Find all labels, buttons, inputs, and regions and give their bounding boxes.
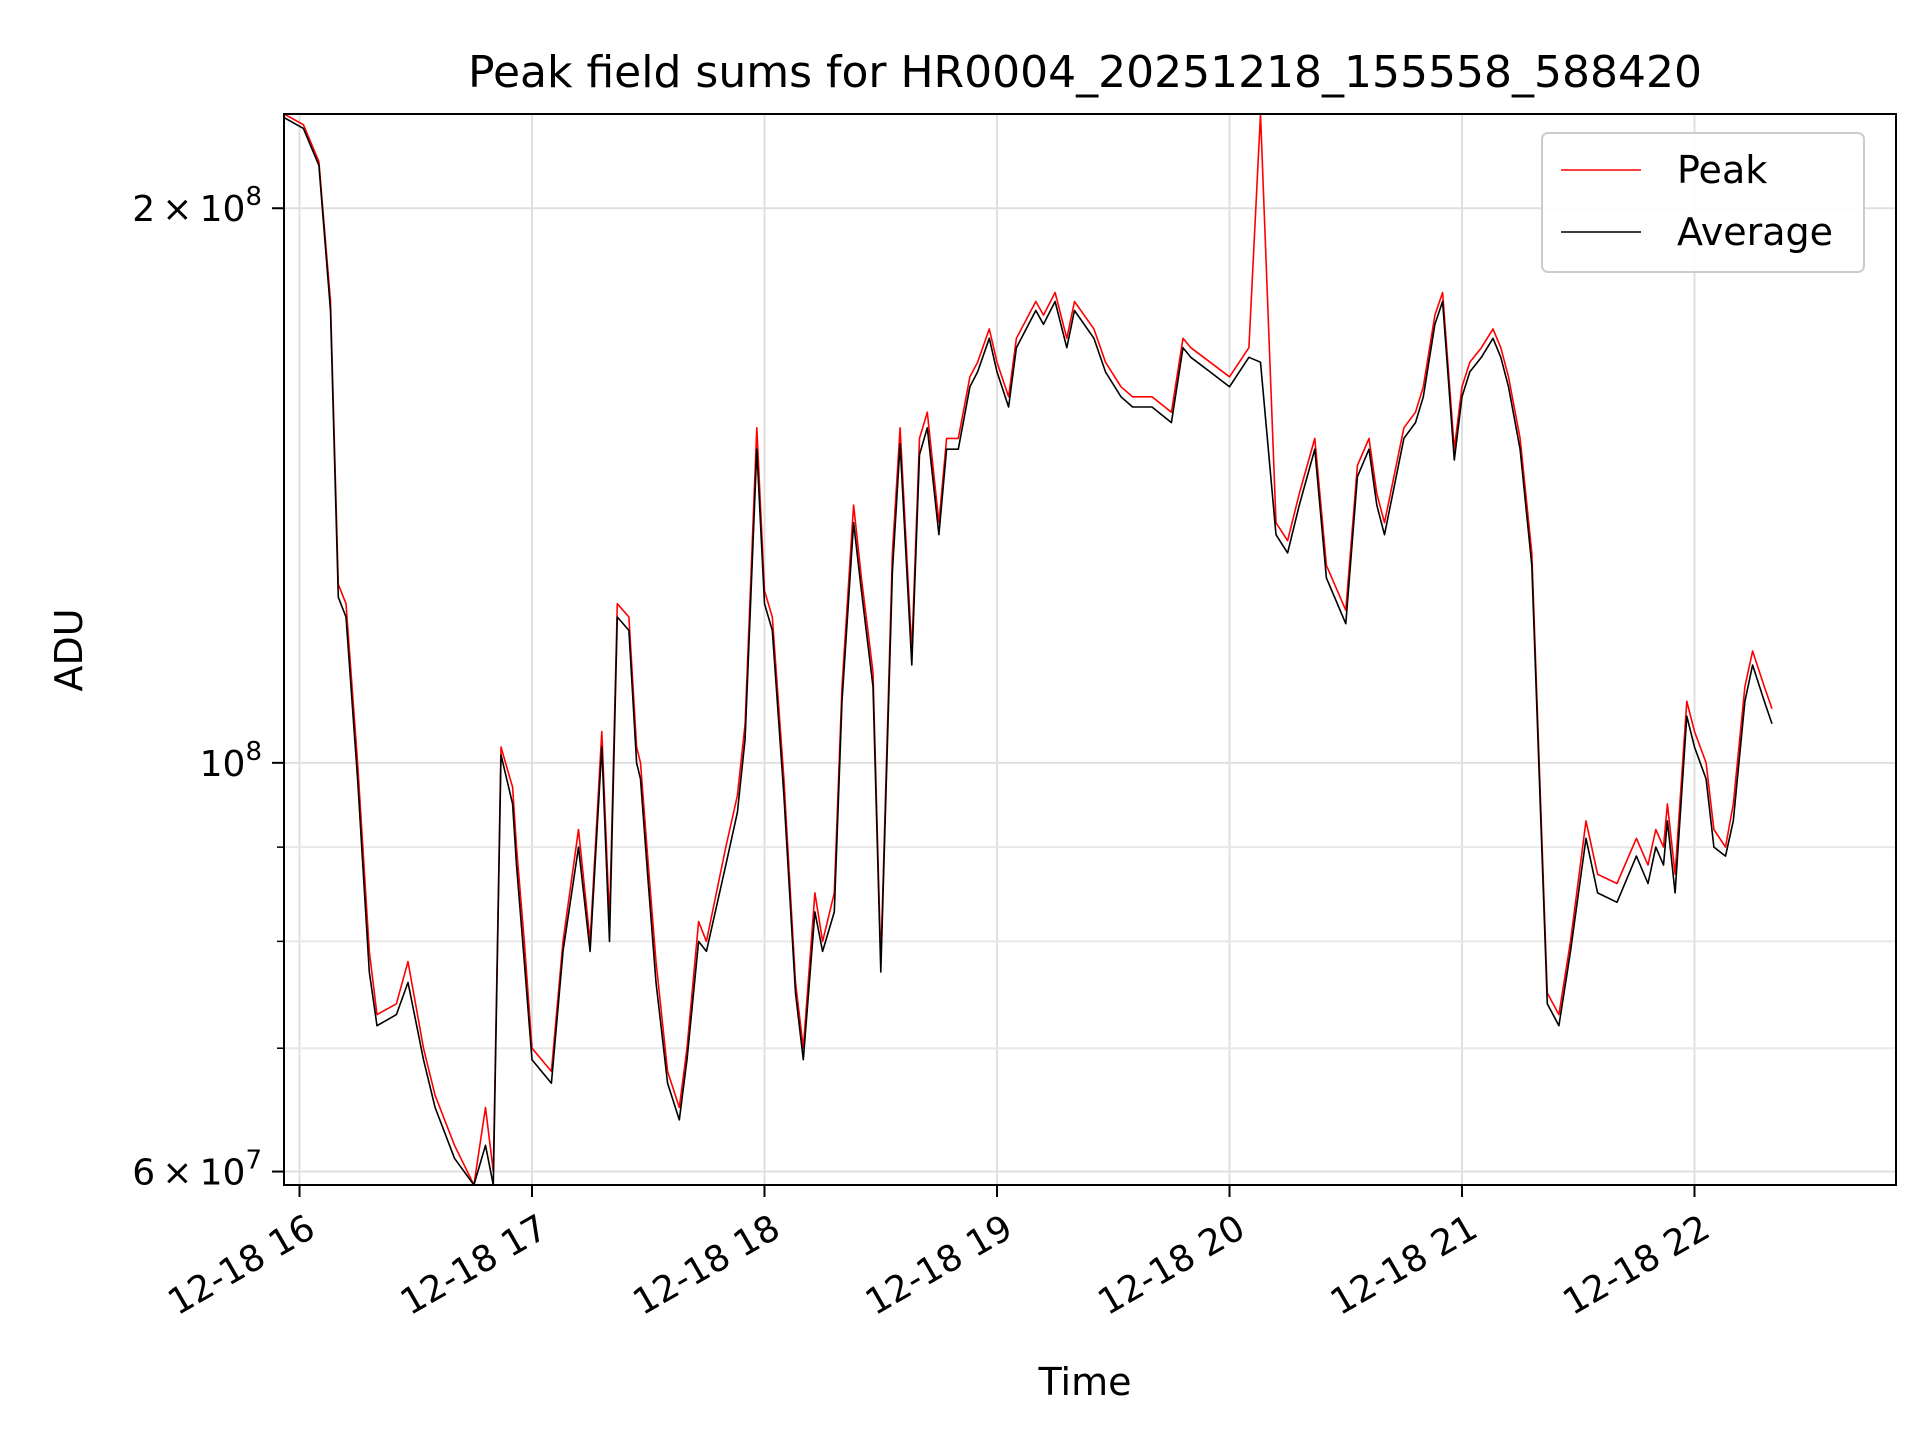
series-line-average [284, 116, 1773, 1185]
chart-title: Peak field sums for HR0004_20251218_1555… [468, 47, 1702, 98]
y-axis: 2 × 108 108 6 × 107 [132, 182, 284, 1194]
series-line-peak [284, 114, 1773, 1185]
plot-frame [283, 113, 1897, 1186]
legend-label-peak: Peak [1677, 148, 1767, 192]
legend-box [1541, 132, 1865, 273]
x-axis-label: Time [1038, 1360, 1132, 1404]
y-tick-label: 108 [200, 737, 262, 785]
y-axis-label: ADU [47, 608, 91, 691]
plot-series [284, 114, 1773, 1185]
legend: Peak Average [1541, 132, 1865, 273]
y-tick-label: 6 × 107 [132, 1146, 262, 1194]
legend-label-average: Average [1677, 210, 1833, 254]
grid [284, 114, 1896, 1185]
y-tick-label: 2 × 108 [132, 182, 262, 230]
